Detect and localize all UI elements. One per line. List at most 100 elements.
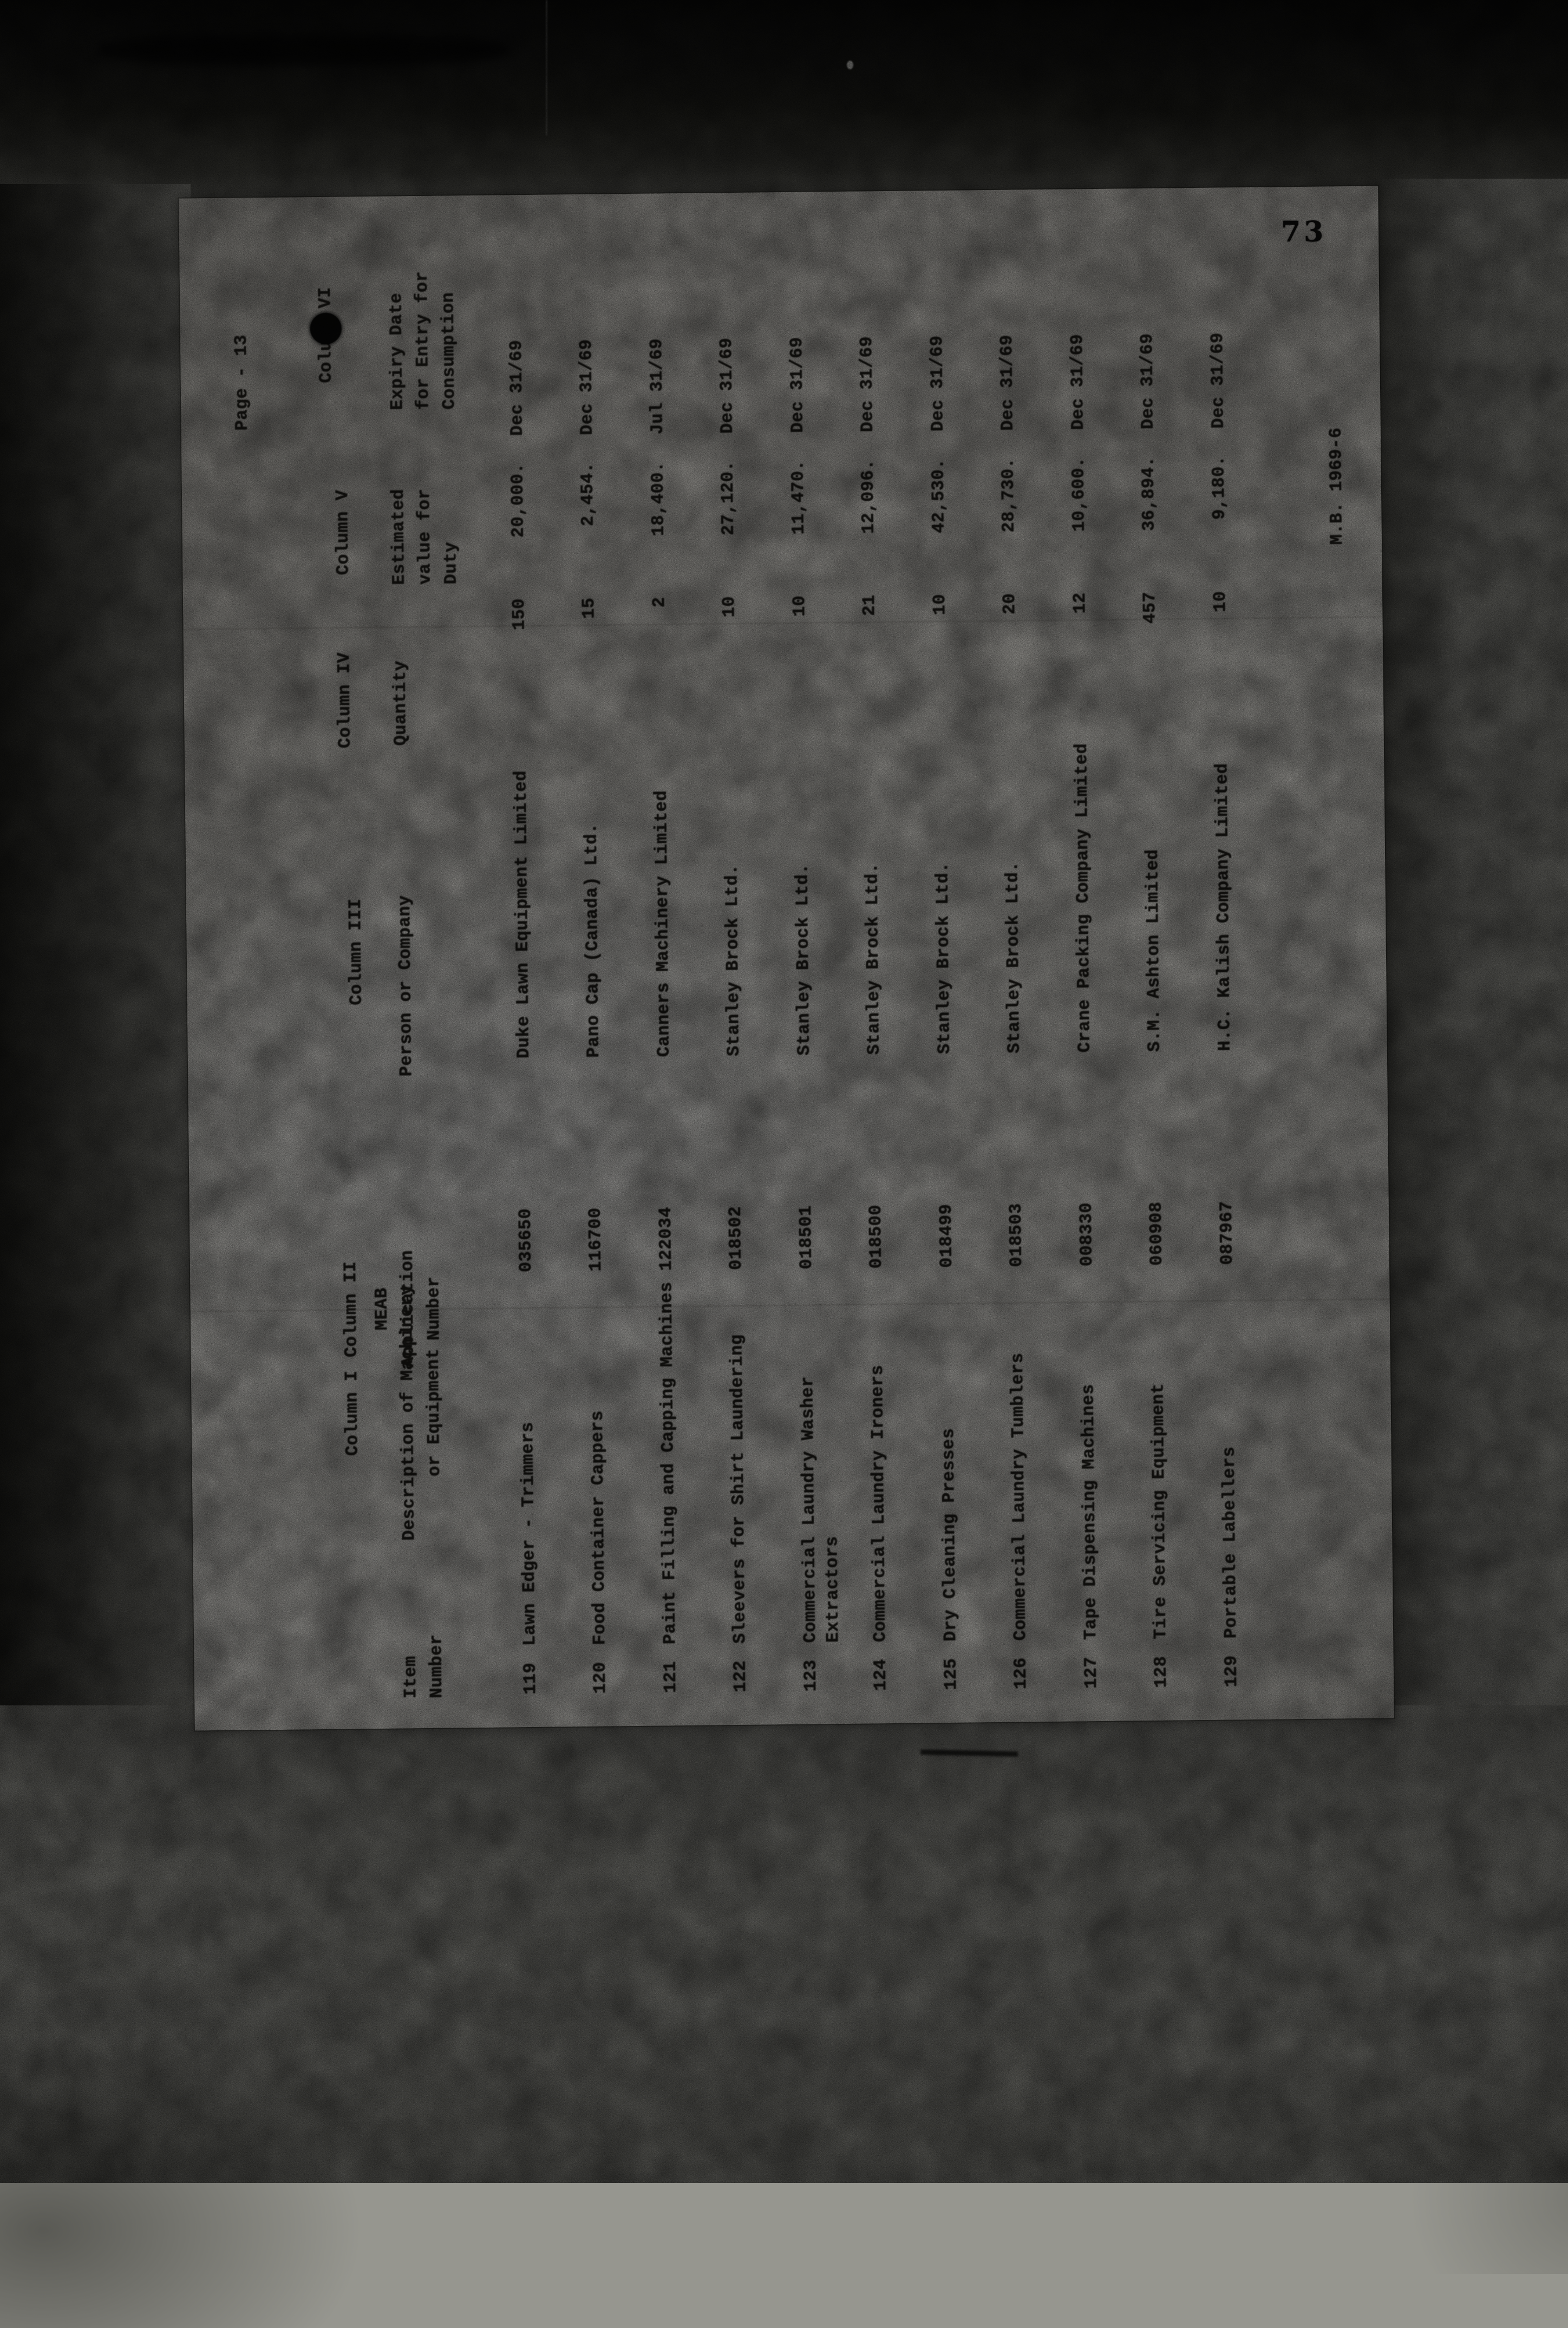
expiry-cell: Dec 31/69 bbox=[1207, 332, 1229, 429]
rotated-sheet: Page - 13 Column I Column II Column III … bbox=[179, 186, 1394, 1730]
page-label: Page - 13 bbox=[231, 334, 252, 431]
expiry-cell: Dec 31/69 bbox=[506, 339, 527, 436]
value-cell: 28,730. bbox=[998, 457, 1019, 533]
film-speck bbox=[847, 61, 853, 69]
description-cell: Portable Labellers bbox=[1219, 1446, 1242, 1639]
item-number-cell: 121 bbox=[660, 1661, 681, 1693]
value-cell: 18,400. bbox=[648, 461, 669, 537]
value-cell: 2,454. bbox=[577, 462, 598, 527]
expiry-cell: Dec 31/69 bbox=[1067, 333, 1088, 430]
meab-cell: 008330 bbox=[1076, 1202, 1097, 1267]
column-label-5: Column V bbox=[332, 489, 354, 576]
description-cell: Commercial Laundry Washer Extractors bbox=[798, 1376, 844, 1643]
meab-cell: 035650 bbox=[515, 1208, 537, 1273]
company-cell: Stanley Brock Ltd. bbox=[932, 862, 955, 1055]
film-scratch bbox=[546, 0, 547, 135]
item-number-header: Item Number bbox=[400, 1634, 447, 1699]
value-header: Estimated value for Duty bbox=[388, 488, 461, 585]
footer-reference: M.B. 1969-6 bbox=[1325, 427, 1348, 545]
meab-cell: 060908 bbox=[1146, 1201, 1167, 1266]
expiry-cell: Dec 31/69 bbox=[1136, 333, 1158, 430]
value-cell: 27,120. bbox=[717, 460, 739, 536]
company-cell: Crane Packing Company Limited bbox=[1071, 743, 1095, 1053]
item-number-cell: 123 bbox=[800, 1659, 821, 1692]
expiry-cell: Dec 31/69 bbox=[576, 339, 597, 435]
value-cell: 42,530. bbox=[928, 458, 949, 534]
quantity-cell: 21 bbox=[859, 594, 880, 616]
quantity-cell: 15 bbox=[579, 597, 599, 619]
meab-cell: 122034 bbox=[655, 1206, 677, 1271]
film-corner-shadow-bl bbox=[0, 1841, 650, 2328]
quantity-header: Quantity bbox=[390, 660, 411, 746]
quantity-cell: 10 bbox=[929, 593, 950, 616]
meab-cell: 116700 bbox=[585, 1207, 606, 1272]
quantity-cell: 10 bbox=[718, 596, 740, 618]
film-smear bbox=[97, 34, 509, 66]
column-label-3: Column III bbox=[345, 898, 367, 1006]
frame-number-stamp: 73 bbox=[1281, 215, 1327, 249]
expiry-cell: Dec 31/69 bbox=[786, 337, 808, 433]
item-number-cell: 122 bbox=[730, 1660, 751, 1693]
expiry-cell: Dec 31/69 bbox=[996, 335, 1018, 431]
item-number-cell: 127 bbox=[1081, 1656, 1102, 1689]
expiry-cell: Dec 31/69 bbox=[716, 337, 737, 434]
description-cell: Dry Cleaning Presses bbox=[938, 1428, 961, 1642]
column-label-4: Column IV bbox=[334, 652, 355, 749]
ink-blot bbox=[310, 312, 342, 345]
quantity-cell: 2 bbox=[649, 597, 670, 608]
description-cell: Paint Filling and Capping Machines bbox=[656, 1281, 681, 1645]
film-left-band bbox=[0, 184, 191, 1754]
company-cell: S.M. Ashton Limited bbox=[1142, 849, 1165, 1052]
description-cell: Commercial Laundry Tumblers bbox=[1007, 1352, 1031, 1641]
company-cell: Duke Lawn Equipment Limited bbox=[511, 770, 534, 1059]
document-paper: Page - 13 Column I Column II Column III … bbox=[179, 186, 1394, 1731]
meab-cell: 018503 bbox=[1005, 1203, 1027, 1267]
item-number-cell: 119 bbox=[520, 1662, 541, 1695]
description-cell: Lawn Edger - Trimmers bbox=[517, 1422, 540, 1646]
value-cell: 36,894. bbox=[1138, 456, 1159, 532]
meab-cell: 018499 bbox=[936, 1204, 957, 1268]
meab-cell: 018500 bbox=[865, 1204, 887, 1269]
value-cell: 9,180. bbox=[1208, 455, 1230, 520]
item-number-cell: 126 bbox=[1010, 1657, 1031, 1690]
company-cell: Canners Machinery Limited bbox=[651, 790, 674, 1057]
item-number-cell: 129 bbox=[1221, 1655, 1242, 1688]
item-number-cell: 128 bbox=[1151, 1656, 1172, 1689]
quantity-cell: 20 bbox=[999, 593, 1020, 615]
company-header: Person or Company bbox=[394, 895, 417, 1077]
quantity-cell: 457 bbox=[1139, 591, 1160, 624]
value-cell: 10,600. bbox=[1068, 457, 1089, 532]
company-cell: Stanley Brock Ltd. bbox=[862, 862, 884, 1055]
value-cell: 12,096. bbox=[858, 459, 879, 534]
expiry-cell: Dec 31/69 bbox=[856, 336, 878, 433]
company-cell: Stanley Brock Ltd. bbox=[1002, 861, 1024, 1054]
expiry-cell: Jul 31/69 bbox=[646, 338, 668, 435]
quantity-cell: 12 bbox=[1069, 592, 1090, 614]
description-cell: Commercial Laundry Ironers bbox=[867, 1364, 891, 1643]
meab-cell: 018501 bbox=[795, 1205, 817, 1270]
expiry-header: Expiry Date for Entry for Consumption bbox=[386, 271, 460, 410]
company-cell: Stanley Brock Ltd. bbox=[792, 863, 814, 1056]
description-cell: Food Container Cappers bbox=[587, 1410, 610, 1645]
item-number-cell: 120 bbox=[590, 1662, 611, 1694]
expiry-cell: Dec 31/69 bbox=[926, 335, 948, 432]
description-cell: Tape Dispensing Machines bbox=[1078, 1384, 1101, 1640]
company-cell: Stanley Brock Ltd. bbox=[722, 864, 744, 1057]
description-cell: Tire Servicing Equipment bbox=[1148, 1383, 1171, 1640]
film-right-band bbox=[1375, 179, 1568, 1749]
description-cell: Sleevers for Shirt Laundering bbox=[727, 1334, 750, 1644]
company-cell: Pano Cap (Canada) Ltd. bbox=[581, 823, 604, 1058]
meab-cell: 018502 bbox=[725, 1206, 747, 1271]
meab-cell: 087967 bbox=[1216, 1201, 1237, 1265]
item-number-cell: 125 bbox=[940, 1658, 962, 1691]
item-number-cell: 124 bbox=[870, 1658, 891, 1691]
film-top-band bbox=[0, 0, 1568, 201]
quantity-cell: 150 bbox=[509, 598, 530, 631]
quantity-cell: 10 bbox=[789, 595, 810, 617]
quantity-cell: 10 bbox=[1210, 591, 1231, 613]
value-cell: 11,470. bbox=[788, 460, 809, 535]
company-cell: H.C. Kalish Company Limited bbox=[1212, 763, 1235, 1051]
value-cell: 20,000. bbox=[507, 462, 528, 538]
film-corner-shadow-br bbox=[1245, 1895, 1568, 2274]
